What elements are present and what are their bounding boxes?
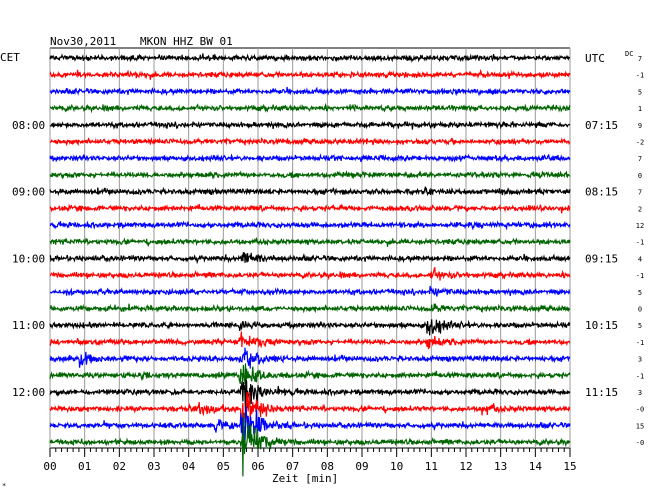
- header-station: MKON HHZ BW 01: [140, 35, 233, 48]
- trace-5: [49, 136, 571, 147]
- dc-offset-label: 4: [638, 255, 642, 263]
- dc-offset-label: 0: [638, 172, 642, 180]
- trace-16: [49, 319, 571, 336]
- trace-18: [49, 347, 571, 369]
- trace-20: [49, 378, 571, 414]
- dc-offset-label: -0: [636, 439, 644, 447]
- trace-14: [50, 285, 571, 297]
- trace-19: [49, 363, 571, 388]
- trace-4: [49, 120, 571, 130]
- trace-6: [49, 153, 571, 163]
- x-tick-label: 08: [321, 460, 334, 473]
- trace-11: [49, 236, 571, 247]
- trace-22: [49, 406, 571, 441]
- trace-1: [49, 68, 571, 80]
- trace-3: [49, 102, 571, 114]
- trace-group: [49, 53, 571, 477]
- trace-9: [49, 203, 571, 214]
- dc-offset-label: -1: [636, 272, 644, 280]
- left-hour-label: 12:00: [12, 386, 45, 399]
- dc-offset-label: 7: [638, 55, 642, 63]
- dc-offset-label: 1: [638, 105, 642, 113]
- x-tick-label: 06: [251, 460, 264, 473]
- x-tick-label: 03: [147, 460, 160, 473]
- trace-17: [49, 331, 571, 350]
- right-hour-label: 07:15: [585, 119, 618, 132]
- trace-23: [49, 412, 571, 477]
- x-tick-label: 13: [494, 460, 507, 473]
- right-hour-label: 10:15: [585, 319, 618, 332]
- axis-labels: 00 01 02 03 04 05 06 07 08 09 10 11 12 13 14 157-1519-2…: [12, 52, 644, 473]
- x-tick-label: 07: [286, 460, 299, 473]
- dc-offset-label: -0: [636, 406, 644, 414]
- dc-offset-label: 3: [638, 389, 642, 397]
- dc-offset-label: 5: [638, 289, 642, 297]
- dc-offset-label: 7: [638, 155, 642, 163]
- trace-13: [49, 267, 571, 281]
- trace-15: [49, 303, 571, 314]
- vertical-grid: [49, 47, 571, 457]
- dc-offset-label: 3: [638, 356, 642, 364]
- x-tick-label: 01: [78, 460, 91, 473]
- trace-12: [49, 252, 571, 265]
- dc-offset-label: 5: [638, 322, 642, 330]
- dc-offset-label: 9: [638, 122, 642, 130]
- right-hour-label: UTC: [585, 52, 605, 65]
- x-tick-label: 05: [217, 460, 230, 473]
- x-tick-label: 10: [390, 460, 403, 473]
- x-tick-label: 12: [459, 460, 472, 473]
- dc-offset-label: 7: [638, 189, 642, 197]
- x-tick-label: 02: [113, 460, 126, 473]
- x-tick-label: 09: [355, 460, 368, 473]
- dc-label: DC: [625, 50, 633, 58]
- dc-offset-label: -1: [636, 72, 644, 80]
- left-hour-label: 09:00: [12, 186, 45, 199]
- trace-0: [49, 53, 570, 64]
- left-hour-label: 11:00: [12, 319, 45, 332]
- dc-offset-label: -2: [636, 139, 644, 147]
- dc-offset-label: 2: [638, 205, 642, 213]
- trace-8: [49, 186, 571, 197]
- x-tick-label: 11: [425, 460, 438, 473]
- left-timezone-label: CET: [0, 51, 20, 64]
- dc-offset-label: 0: [638, 306, 642, 314]
- footer-mark: *: [2, 482, 6, 490]
- x-tick-label: 00: [43, 460, 56, 473]
- dc-offset-label: -1: [636, 339, 644, 347]
- right-hour-label: 11:15: [585, 386, 618, 399]
- x-tick-label: 15: [563, 460, 576, 473]
- trace-21: [49, 391, 571, 431]
- right-hour-label: 09:15: [585, 252, 618, 265]
- right-hour-label: 08:15: [585, 186, 618, 199]
- header-date: Nov30,2011: [50, 35, 116, 48]
- dc-offset-label: -1: [636, 372, 644, 380]
- trace-2: [49, 86, 571, 97]
- dc-offset-label: -1: [636, 239, 644, 247]
- x-tick-label: 04: [182, 460, 196, 473]
- dc-offset-label: 12: [636, 222, 644, 230]
- left-hour-label: 08:00: [12, 119, 45, 132]
- dc-offset-label: 5: [638, 88, 642, 96]
- left-hour-label: 10:00: [12, 252, 45, 265]
- x-axis-label: Zeit [min]: [272, 472, 338, 485]
- trace-7: [49, 169, 571, 180]
- trace-10: [49, 220, 571, 231]
- dc-offset-label: 15: [636, 422, 644, 430]
- x-tick-label: 14: [529, 460, 543, 473]
